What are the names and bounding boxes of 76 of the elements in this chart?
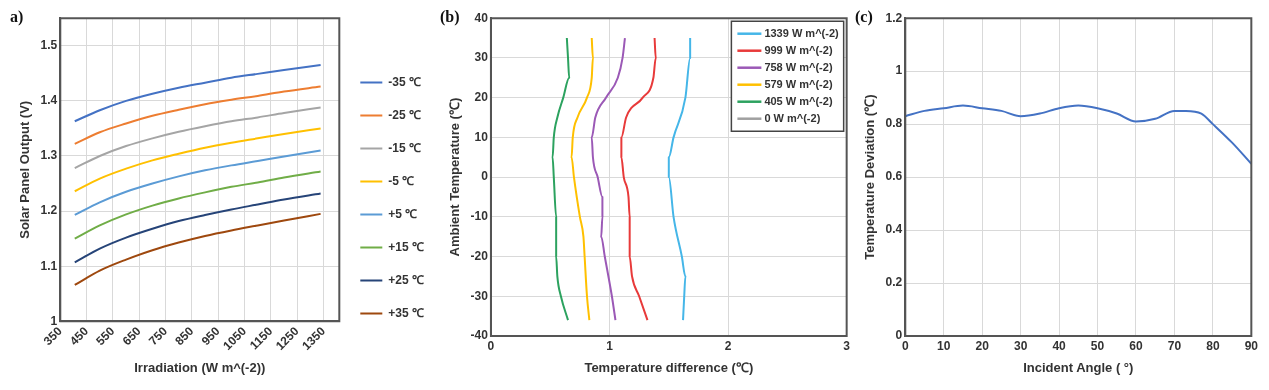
legend-label: -35 ℃ bbox=[388, 74, 421, 89]
legend-label: -25 ℃ bbox=[388, 107, 421, 122]
y-tick-label: 1.2 bbox=[885, 10, 903, 25]
y-tick-label: 0 bbox=[481, 169, 489, 184]
line-series bbox=[551, 37, 571, 322]
x-tick-label: 550 bbox=[93, 323, 118, 349]
line-series bbox=[73, 85, 322, 145]
y-tick-label: 20 bbox=[474, 89, 489, 104]
y-tick-label: 0.4 bbox=[885, 222, 903, 237]
line-series bbox=[73, 127, 322, 193]
text: a) bbox=[10, 8, 24, 27]
line-series bbox=[73, 64, 322, 123]
legend-label: 758 W m^(-2) bbox=[764, 60, 833, 73]
x-tick-label: 10 bbox=[937, 338, 951, 353]
x-tick-label: 70 bbox=[1167, 338, 1182, 353]
y-tick-label: 1.5 bbox=[40, 38, 58, 53]
y-axis-title: Temperature Deviation (℃) bbox=[862, 94, 878, 260]
line-series bbox=[73, 212, 322, 286]
x-tick-label: 80 bbox=[1206, 338, 1220, 353]
y-tick-label: 1.1 bbox=[40, 258, 58, 273]
x-tick-label: 650 bbox=[119, 323, 144, 349]
y-tick-label: -40 bbox=[470, 328, 489, 343]
line-series bbox=[667, 37, 692, 322]
line-series bbox=[73, 192, 322, 264]
x-tick-label: 40 bbox=[1052, 338, 1067, 353]
line-series bbox=[73, 149, 322, 216]
y-tick-label: 1.4 bbox=[40, 93, 58, 108]
x-axis-title: Incident Angle ( °) bbox=[1023, 359, 1134, 375]
y-tick-label: 1 bbox=[50, 313, 58, 328]
y-tick-label: 30 bbox=[474, 50, 489, 65]
legend-label: +25 ℃ bbox=[388, 272, 425, 287]
text: (b) bbox=[440, 8, 460, 27]
x-tick-label: 750 bbox=[145, 323, 171, 349]
y-tick-label: 40 bbox=[474, 10, 489, 25]
legend-label: +15 ℃ bbox=[388, 239, 425, 254]
legend-label: 579 W m^(-2) bbox=[764, 77, 833, 90]
y-tick-label: 1.3 bbox=[40, 148, 58, 163]
line-series bbox=[73, 106, 322, 170]
line-series bbox=[73, 170, 322, 240]
legend-label: +35 ℃ bbox=[388, 305, 425, 320]
legend-label: +5 ℃ bbox=[388, 206, 418, 221]
x-tick-label: 1 bbox=[606, 338, 614, 353]
x-axis-title: Temperature difference (℃) bbox=[584, 359, 754, 375]
x-tick-label: 50 bbox=[1090, 338, 1105, 353]
x-tick-label: 30 bbox=[1013, 338, 1028, 353]
line-series bbox=[570, 37, 594, 322]
line-series bbox=[905, 104, 1252, 165]
x-tick-label: 60 bbox=[1129, 338, 1143, 353]
legend-label: 999 W m^(-2) bbox=[764, 43, 833, 56]
legend-label: 405 W m^(-2) bbox=[764, 94, 833, 107]
y-tick-label: 1.2 bbox=[40, 203, 58, 218]
y-axis-title: Ambient Temperature (℃) bbox=[447, 97, 463, 257]
x-tick-label: 20 bbox=[975, 338, 990, 353]
y-tick-label: 10 bbox=[474, 129, 489, 144]
y-tick-label: 0.2 bbox=[885, 275, 903, 290]
legend-label: 0 W m^(-2) bbox=[764, 111, 821, 124]
y-axis-title: Solar Panel Output (V) bbox=[17, 100, 33, 239]
y-tick-label: 0.8 bbox=[885, 116, 903, 131]
x-tick-label: 90 bbox=[1244, 338, 1259, 353]
x-tick-label: 450 bbox=[67, 323, 92, 349]
y-tick-label: 1 bbox=[895, 63, 903, 78]
x-tick-label: 2 bbox=[724, 338, 732, 353]
legend-label: 1339 W m^(-2) bbox=[764, 26, 839, 39]
text: (c) bbox=[855, 8, 873, 27]
x-tick-label: 3 bbox=[843, 338, 851, 353]
y-tick-label: 0.6 bbox=[885, 169, 903, 184]
line-series bbox=[590, 37, 626, 322]
y-tick-label: -30 bbox=[470, 288, 489, 303]
x-axis-title: Irradiation (W m^(-2)) bbox=[134, 359, 266, 375]
legend-label: -5 ℃ bbox=[388, 173, 415, 188]
y-tick-label: -10 bbox=[470, 209, 489, 224]
x-tick-label: 850 bbox=[172, 323, 197, 349]
y-tick-label: -20 bbox=[470, 248, 489, 263]
legend-label: -15 ℃ bbox=[388, 140, 421, 155]
line-series bbox=[620, 37, 657, 322]
x-tick-label: 950 bbox=[198, 323, 223, 349]
